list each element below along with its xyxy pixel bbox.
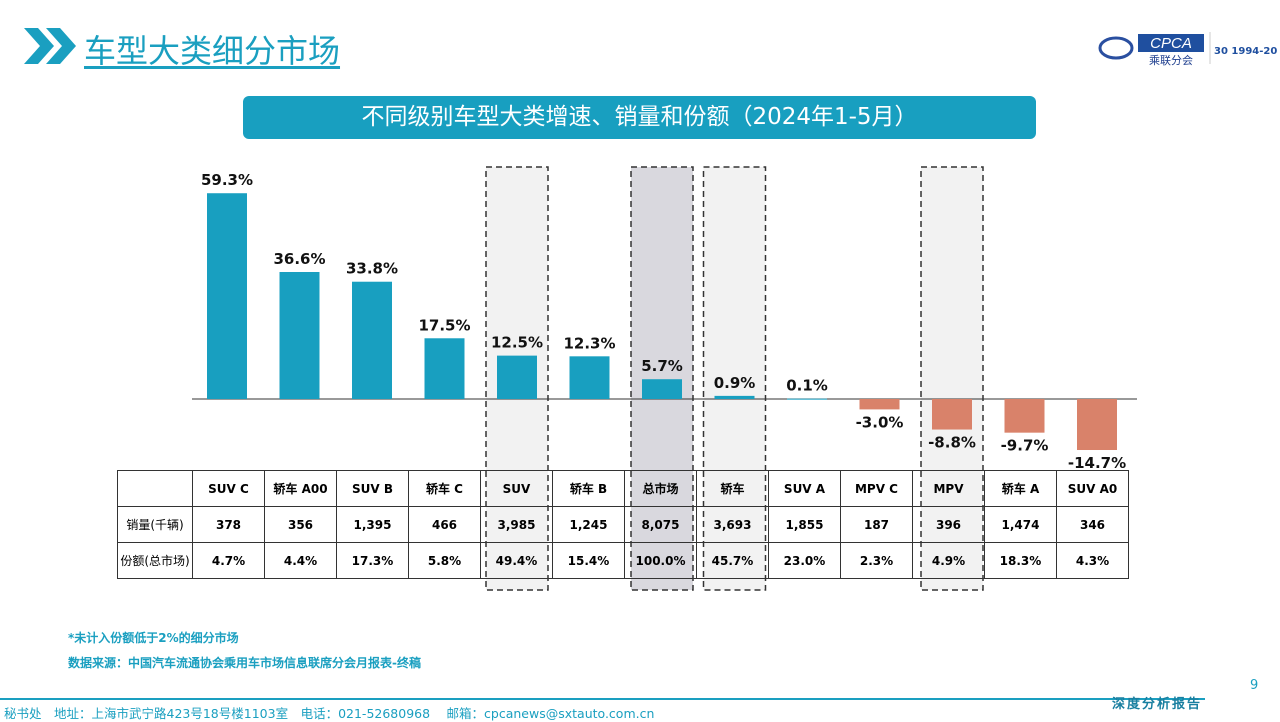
table-cell: 49.4% <box>480 542 553 579</box>
category-cell: SUV B <box>336 470 409 507</box>
data-label: -3.0% <box>856 413 904 431</box>
table-cell: 3,693 <box>696 506 769 543</box>
table-cell: 4.3% <box>1056 542 1129 579</box>
bar <box>1077 399 1117 451</box>
data-label: -9.7% <box>1001 437 1049 455</box>
bar <box>352 281 392 399</box>
footer-divider <box>0 698 1205 700</box>
corner-cell <box>117 470 193 507</box>
table-cell: 2.3% <box>840 542 913 579</box>
table-cell: 4.7% <box>192 542 265 579</box>
table-cell: 1,395 <box>336 506 409 543</box>
category-cell: 轿车 <box>696 470 769 507</box>
data-label: -14.7% <box>1068 454 1126 472</box>
bar <box>932 399 972 430</box>
category-cell: 轿车 A00 <box>264 470 337 507</box>
table-row: 份额(总市场) 4.7% 4.4% 17.3% 5.8% 49.4% 15.4% 100.0%… <box>117 542 1129 579</box>
data-label: 17.5% <box>418 316 470 334</box>
cpca-logo: CPCA 乘联分会 30 1994-2024 <box>1098 32 1278 66</box>
category-cell: MPV C <box>840 470 913 507</box>
category-cell: SUV C <box>192 470 265 507</box>
data-label: 5.7% <box>641 357 683 375</box>
table-header-row: SUV C 轿车 A00 SUV B 轿车 C SUV 轿车 B 总市场 轿车 SUV A MPV… <box>117 470 1129 507</box>
chart-title: 不同级别车型大类增速、销量和份额（2024年1-5月） <box>243 96 1036 139</box>
data-label: 36.6% <box>273 250 325 268</box>
table-cell: 4.9% <box>912 542 985 579</box>
bar <box>642 379 682 399</box>
category-cell: SUV <box>480 470 553 507</box>
data-label: 0.9% <box>714 374 756 392</box>
table-cell: 346 <box>1056 506 1129 543</box>
category-cell: 轿车 A <box>984 470 1057 507</box>
table-cell: 466 <box>408 506 481 543</box>
table-row: 销量(千辆) 378 356 1,395 466 3,985 1,245 8,075 3,693… <box>117 506 1129 543</box>
row-label: 份额(总市场) <box>117 542 193 579</box>
bar <box>207 193 247 399</box>
table-cell: 1,855 <box>768 506 841 543</box>
data-label: -8.8% <box>928 434 976 452</box>
row-label: 销量(千辆) <box>117 506 193 543</box>
data-label: 0.1% <box>786 377 828 395</box>
category-cell: MPV <box>912 470 985 507</box>
chevron-logo-icon <box>24 28 76 64</box>
table-cell: 100.0% <box>624 542 697 579</box>
table-cell: 23.0% <box>768 542 841 579</box>
table-cell: 1,474 <box>984 506 1057 543</box>
table-cell: 1,245 <box>552 506 625 543</box>
bar <box>569 356 610 399</box>
category-cell: SUV A0 <box>1056 470 1129 507</box>
data-label: 12.3% <box>563 334 615 352</box>
bar <box>787 398 827 400</box>
data-label: 59.3% <box>201 171 253 189</box>
category-cell: 轿车 B <box>552 470 625 507</box>
bar <box>714 395 755 399</box>
data-label: 33.8% <box>346 260 398 278</box>
table-cell: 15.4% <box>552 542 625 579</box>
table-cell: 187 <box>840 506 913 543</box>
category-cell: SUV A <box>768 470 841 507</box>
data-table: SUV C 轿车 A00 SUV B 轿车 C SUV 轿车 B 总市场 轿车 SUV A MPV… <box>117 470 1129 579</box>
table-cell: 4.4% <box>264 542 337 579</box>
table-cell: 17.3% <box>336 542 409 579</box>
table-cell: 378 <box>192 506 265 543</box>
table-cell: 8,075 <box>624 506 697 543</box>
category-cell: 总市场 <box>624 470 697 507</box>
table-cell: 5.8% <box>408 542 481 579</box>
footer-contact: 秘书处 地址：上海市武宁路423号18号楼1103室 电话：021-526809… <box>4 706 655 721</box>
bar <box>1004 399 1045 433</box>
table-cell: 45.7% <box>696 542 769 579</box>
svg-text:CPCA: CPCA <box>1150 35 1192 52</box>
table-cell: 396 <box>912 506 985 543</box>
table-cell: 356 <box>264 506 337 543</box>
bar <box>859 399 900 410</box>
data-label: 12.5% <box>491 334 543 352</box>
bar <box>424 338 465 399</box>
table-cell: 3,985 <box>480 506 553 543</box>
svg-text:乘联分会: 乘联分会 <box>1149 54 1193 66</box>
page-number: 9 <box>1250 678 1259 693</box>
report-label: 深度分析报告 <box>1112 697 1203 712</box>
category-cell: 轿车 C <box>408 470 481 507</box>
anniversary-mark: 30 1994-2024 <box>1214 46 1278 57</box>
footnote: *未计入份额低于2%的细分市场 <box>68 631 239 645</box>
table-cell: 18.3% <box>984 542 1057 579</box>
page-title: 车型大类细分市场 <box>84 32 341 70</box>
bar <box>279 271 320 399</box>
data-source: 数据来源：中国汽车流通协会乘用车市场信息联席分会月报表-终稿 <box>68 656 421 670</box>
bar <box>497 355 537 399</box>
